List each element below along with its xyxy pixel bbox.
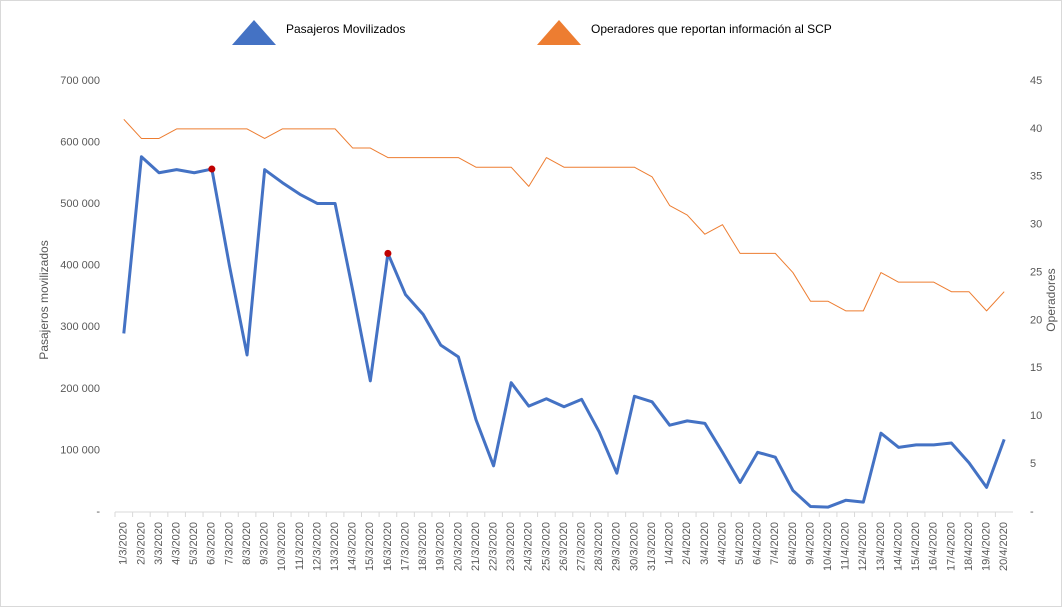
x-tick-label: 17/3/2020 xyxy=(399,522,411,571)
y2-tick-label: 5 xyxy=(1030,458,1036,470)
y2-axis-title: Operadores xyxy=(1044,268,1058,331)
legend-label: Operadores que reportan información al S… xyxy=(591,22,832,36)
x-tick-label: 11/3/2020 xyxy=(294,522,306,570)
x-tick-label: 1/3/2020 xyxy=(118,522,130,565)
x-tick-label: 7/3/2020 xyxy=(223,522,235,565)
x-tick-label: 11/4/2020 xyxy=(840,522,852,570)
x-tick-label: 20/4/2020 xyxy=(998,522,1010,571)
x-tick-label: 4/3/2020 xyxy=(171,522,183,565)
y2-tick-label: 35 xyxy=(1030,171,1042,183)
x-tick-label: 28/3/2020 xyxy=(593,522,605,571)
x-tick-label: 9/4/2020 xyxy=(804,522,816,565)
x-tick-label: 3/3/2020 xyxy=(153,522,165,565)
x-tick-label: 27/3/2020 xyxy=(576,522,588,571)
x-tick-label: 30/3/2020 xyxy=(628,522,640,571)
x-tick-label: 3/4/2020 xyxy=(699,522,711,565)
y-tick-label: 700 000 xyxy=(60,75,100,87)
x-tick-label: 2/4/2020 xyxy=(681,522,693,565)
x-tick-label: 7/4/2020 xyxy=(769,522,781,565)
x-tick-label: 17/4/2020 xyxy=(945,522,957,571)
x-tick-label: 24/3/2020 xyxy=(523,522,535,571)
x-tick-label: 26/3/2020 xyxy=(558,522,570,571)
y-tick-label: 300 000 xyxy=(60,321,100,333)
x-tick-label: 14/3/2020 xyxy=(347,522,359,571)
x-tick-label: 8/3/2020 xyxy=(241,522,253,565)
y2-tick-label: 45 xyxy=(1030,75,1042,87)
x-tick-label: 16/4/2020 xyxy=(928,522,940,571)
series-line xyxy=(123,118,1005,312)
y2-tick-label: 40 xyxy=(1030,123,1042,135)
x-tick-label: 18/3/2020 xyxy=(417,522,429,571)
x-tick-label: 6/3/2020 xyxy=(206,522,218,565)
x-tick-label: 1/4/2020 xyxy=(664,522,676,565)
y2-tick-label: 20 xyxy=(1030,314,1042,326)
x-tick-label: 12/4/2020 xyxy=(857,522,869,571)
highlight-point xyxy=(384,249,392,257)
y2-tick-label: 15 xyxy=(1030,362,1042,374)
legend-swatch xyxy=(232,20,276,45)
x-tick-label: 19/3/2020 xyxy=(435,522,447,571)
y-tick-label: 200 000 xyxy=(60,383,100,395)
x-tick-label: 10/3/2020 xyxy=(276,522,288,571)
x-tick-label: 9/3/2020 xyxy=(259,522,271,565)
x-tick-label: 18/4/2020 xyxy=(963,522,975,571)
y-tick-label: 500 000 xyxy=(60,198,100,210)
x-tick-label: 31/3/2020 xyxy=(646,522,658,571)
x-tick-label: 15/3/2020 xyxy=(364,522,376,571)
x-tick-label: 10/4/2020 xyxy=(822,522,834,571)
x-tick-label: 4/4/2020 xyxy=(716,522,728,565)
highlight-point xyxy=(208,165,216,173)
y2-tick-label: - xyxy=(1030,506,1034,518)
y2-tick-label: 25 xyxy=(1030,266,1042,278)
x-tick-label: 21/3/2020 xyxy=(470,522,482,571)
y2-tick-label: 30 xyxy=(1030,219,1042,231)
x-tick-label: 19/4/2020 xyxy=(980,522,992,571)
series-line xyxy=(122,155,1006,509)
x-tick-label: 2/3/2020 xyxy=(135,522,147,565)
x-tick-label: 23/3/2020 xyxy=(505,522,517,571)
y-tick-label: 400 000 xyxy=(60,260,100,272)
x-tick-label: 8/4/2020 xyxy=(787,522,799,565)
x-tick-label: 29/3/2020 xyxy=(611,522,623,571)
x-tick-label: 14/4/2020 xyxy=(892,522,904,571)
y-tick-label: - xyxy=(96,506,100,518)
legend-swatch xyxy=(537,20,581,45)
y-tick-label: 600 000 xyxy=(60,136,100,148)
y2-tick-label: 10 xyxy=(1030,410,1042,422)
x-tick-label: 13/3/2020 xyxy=(329,522,341,571)
y-tick-label: 100 000 xyxy=(60,444,100,456)
legend-label: Pasajeros Movilizados xyxy=(286,22,405,36)
x-tick-label: 6/4/2020 xyxy=(752,522,764,565)
x-tick-label: 5/4/2020 xyxy=(734,522,746,565)
x-tick-label: 25/3/2020 xyxy=(540,522,552,571)
y-axis-title: Pasajeros movilizados xyxy=(37,240,51,359)
x-tick-label: 13/4/2020 xyxy=(875,522,887,571)
x-tick-label: 5/3/2020 xyxy=(188,522,200,565)
x-tick-label: 16/3/2020 xyxy=(382,522,394,571)
x-tick-label: 22/3/2020 xyxy=(487,522,499,571)
x-tick-label: 15/4/2020 xyxy=(910,522,922,571)
x-tick-label: 12/3/2020 xyxy=(311,522,323,571)
x-tick-label: 20/3/2020 xyxy=(452,522,464,571)
